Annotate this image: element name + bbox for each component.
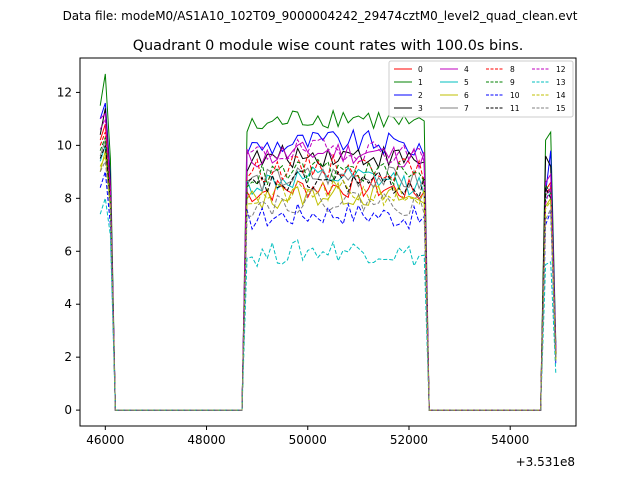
series-line-13 — [99, 198, 557, 411]
legend-label: 7 — [464, 104, 469, 113]
figure-suptitle: Data file: modeM0/AS1A10_102T09_90000042… — [63, 9, 578, 23]
legend-label: 6 — [464, 91, 469, 100]
legend-box — [388, 60, 574, 118]
y-tick-label: 2 — [64, 350, 72, 364]
y-tick-label: 10 — [57, 138, 72, 152]
legend-label: 5 — [464, 78, 469, 87]
x-tick-label: 46000 — [86, 433, 124, 447]
legend-label: 12 — [556, 65, 566, 74]
series-line-1 — [99, 73, 557, 411]
legend-label: 11 — [510, 104, 520, 113]
legend-label: 3 — [418, 104, 423, 113]
x-tick-label: 48000 — [187, 433, 225, 447]
series-line-4 — [99, 112, 557, 411]
chart-title: Quadrant 0 module wise count rates with … — [133, 38, 524, 54]
legend-label: 10 — [510, 91, 520, 100]
series-line-15 — [99, 159, 557, 411]
y-tick-label: 12 — [57, 85, 72, 99]
series-line-8 — [99, 131, 557, 411]
y-tick-label: 8 — [64, 191, 72, 205]
y-tick-label: 0 — [64, 403, 72, 417]
legend-label: 1 — [418, 78, 423, 87]
series-line-9 — [99, 137, 557, 411]
legend-label: 15 — [556, 104, 566, 113]
legend-label: 2 — [418, 91, 423, 100]
axes-frame — [79, 57, 577, 427]
x-tick-label: 50000 — [289, 433, 327, 447]
x-offset-label: +3.531e8 — [516, 455, 575, 469]
series-layer — [99, 73, 557, 411]
legend-label: 9 — [510, 78, 515, 87]
x-tick-label: 54000 — [491, 433, 529, 447]
y-tick-label: 6 — [64, 244, 72, 258]
series-line-10 — [99, 171, 557, 411]
legend-label: 8 — [510, 65, 515, 74]
series-line-14 — [99, 154, 557, 411]
legend-label: 0 — [418, 65, 423, 74]
x-tick-label: 52000 — [390, 433, 428, 447]
series-line-11 — [99, 145, 557, 411]
series-line-12 — [99, 116, 557, 411]
axis-ticks: 46000 48000 50000 52000 54000 0 2 4 6 8 10 12 — [57, 85, 530, 447]
legend-label: 4 — [464, 65, 469, 74]
y-tick-label: 4 — [64, 297, 72, 311]
legend-label: 13 — [556, 78, 566, 87]
legend-label: 14 — [556, 91, 566, 100]
series-line-5 — [99, 145, 557, 411]
